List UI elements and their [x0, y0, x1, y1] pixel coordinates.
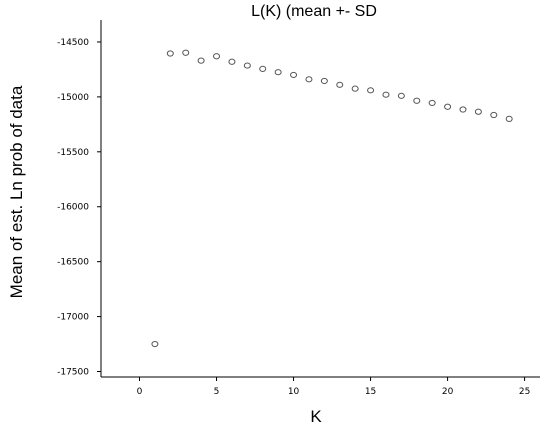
y-axis-label: Mean of est. Ln prob of data: [7, 85, 26, 298]
data-point: [428, 99, 436, 107]
data-point: [397, 92, 405, 99]
y-tick-label: -17500: [57, 368, 89, 378]
data-point: [444, 103, 452, 110]
x-ticks: 0 5 10 15 20 25: [137, 377, 530, 397]
y-tick-label: -17000: [57, 313, 89, 323]
data-point: [459, 106, 467, 113]
x-tick-label: 5: [214, 387, 220, 397]
data-points: [151, 49, 513, 348]
data-point: [305, 76, 313, 83]
data-point: [413, 97, 421, 104]
data-point: [351, 85, 359, 92]
y-tick-label: -15500: [57, 148, 89, 158]
data-point: [382, 91, 390, 98]
data-point: [505, 115, 513, 122]
data-point: [197, 57, 205, 64]
data-point: [151, 340, 159, 348]
x-tick-label: 0: [137, 387, 143, 397]
data-point: [243, 62, 251, 69]
data-point: [320, 77, 328, 85]
x-tick-label: 10: [288, 387, 300, 397]
data-point: [290, 71, 298, 79]
data-point: [367, 87, 375, 94]
data-point: [213, 53, 221, 60]
axes: [100, 20, 540, 378]
data-point: [182, 49, 190, 56]
y-tick-label: -16000: [57, 203, 89, 213]
x-tick-label: 15: [365, 387, 376, 397]
data-point: [259, 65, 267, 72]
data-point: [336, 81, 344, 88]
data-point: [474, 108, 482, 115]
x-axis-label: K: [310, 407, 322, 426]
data-point: [228, 58, 236, 65]
chart-title: L(K) (mean +- SD: [251, 3, 377, 20]
y-ticks: -14500 -15000 -15500 -16000 -16500 -17000 -175…: [57, 38, 101, 378]
y-tick-label: -14500: [57, 38, 89, 48]
y-tick-label: -15000: [57, 93, 89, 103]
x-tick-label: 20: [442, 387, 454, 397]
data-point: [490, 111, 498, 119]
y-tick-label: -16500: [57, 258, 89, 268]
data-point: [166, 50, 174, 57]
x-tick-label: 25: [519, 387, 530, 397]
data-point: [274, 69, 282, 76]
